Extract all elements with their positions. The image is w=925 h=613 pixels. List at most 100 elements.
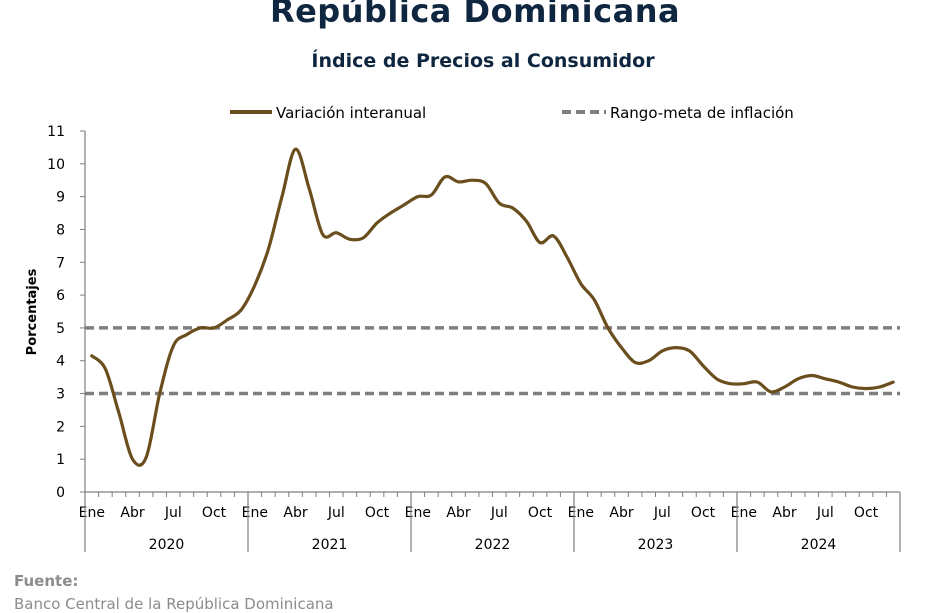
target-range-lines xyxy=(85,326,900,396)
x-tick-label: Abr xyxy=(283,505,307,521)
x-tick-label: Jul xyxy=(816,505,834,521)
data-point xyxy=(634,361,636,363)
data-point xyxy=(199,327,201,329)
data-point xyxy=(512,207,514,209)
data-point xyxy=(362,237,364,239)
data-point xyxy=(389,212,391,214)
y-tick-label: 1 xyxy=(56,452,65,468)
data-point xyxy=(444,176,446,178)
data-point xyxy=(620,346,622,348)
data-point xyxy=(349,238,351,240)
data-point xyxy=(403,204,405,206)
year-label: 2020 xyxy=(149,537,185,553)
data-point xyxy=(91,355,93,357)
y-axis-label: Porcentajes xyxy=(25,268,40,355)
y-tick-label: 2 xyxy=(56,419,65,435)
data-point xyxy=(661,350,663,352)
x-tick-label: Jul xyxy=(653,505,671,521)
data-point xyxy=(322,233,324,235)
data-point xyxy=(430,194,432,196)
x-tick-label: Jul xyxy=(490,505,508,521)
legend-label-rango: Rango-meta de inflación xyxy=(610,104,794,122)
data-point xyxy=(226,319,228,321)
data-point xyxy=(498,202,500,204)
footer-source-label: Fuente: xyxy=(14,572,79,590)
x-tick-label: Oct xyxy=(691,505,716,521)
data-point xyxy=(756,381,758,383)
y-tick-label: 9 xyxy=(56,190,65,206)
x-tick-label: Abr xyxy=(772,505,796,521)
data-point xyxy=(240,309,242,311)
x-tick-label: Oct xyxy=(528,505,553,521)
data-point xyxy=(417,195,419,197)
data-point xyxy=(281,195,283,197)
x-tick-label: Jul xyxy=(164,505,182,521)
x-tick-label: Abr xyxy=(609,505,633,521)
y-tick-label: 3 xyxy=(56,387,65,403)
chart-subtitle: Índice de Precios al Consumidor xyxy=(311,50,655,72)
data-point xyxy=(783,386,785,388)
data-point xyxy=(471,179,473,181)
y-tick-label: 0 xyxy=(56,485,65,501)
data-point xyxy=(824,378,826,380)
data-point xyxy=(892,381,894,383)
x-tick-label: Abr xyxy=(120,505,144,521)
data-point xyxy=(865,387,867,389)
data-point xyxy=(186,333,188,335)
data-point xyxy=(294,148,296,150)
data-point xyxy=(172,345,174,347)
data-point xyxy=(797,378,799,380)
data-point xyxy=(525,220,527,222)
data-point xyxy=(580,282,582,284)
data-point xyxy=(118,412,120,414)
y-tick-label: 4 xyxy=(56,354,65,370)
data-point xyxy=(593,299,595,301)
series-line-variacion-interanual xyxy=(90,147,895,467)
data-point xyxy=(552,235,554,237)
data-point xyxy=(838,381,840,383)
data-point xyxy=(811,374,813,376)
x-tick-label: Ene xyxy=(242,505,268,521)
data-point xyxy=(770,391,772,393)
data-point xyxy=(145,456,147,458)
y-tick-label: 5 xyxy=(56,321,65,337)
series-layer xyxy=(90,147,895,467)
x-tick-label: Ene xyxy=(79,505,105,521)
data-point xyxy=(729,383,731,385)
data-point xyxy=(648,360,650,362)
year-label: 2024 xyxy=(801,537,837,553)
data-point xyxy=(254,284,256,286)
data-point xyxy=(267,248,269,250)
data-point xyxy=(688,350,690,352)
line-chart: Variación interanual Rango-meta de infla… xyxy=(25,104,901,553)
data-point xyxy=(607,327,609,329)
x-tick-label: Ene xyxy=(568,505,594,521)
data-point xyxy=(851,386,853,388)
data-point xyxy=(485,182,487,184)
data-point xyxy=(702,364,704,366)
data-point xyxy=(675,346,677,348)
x-tick-label: Oct xyxy=(202,505,227,521)
data-point xyxy=(131,458,133,460)
x-tick-label: Abr xyxy=(446,505,470,521)
data-point xyxy=(213,327,215,329)
y-tick-label: 7 xyxy=(56,255,65,271)
data-point xyxy=(308,187,310,189)
data-point xyxy=(457,181,459,183)
data-point xyxy=(878,386,880,388)
data-point xyxy=(715,378,717,380)
x-tick-label: Jul xyxy=(327,505,345,521)
legend: Variación interanual Rango-meta de infla… xyxy=(230,104,794,122)
year-label: 2023 xyxy=(638,537,674,553)
y-tick-label: 8 xyxy=(56,222,65,238)
year-label: 2021 xyxy=(312,537,348,553)
data-point xyxy=(743,383,745,385)
x-tick-label: Oct xyxy=(854,505,879,521)
x-tick-label: Ene xyxy=(731,505,757,521)
year-label: 2022 xyxy=(475,537,511,553)
y-tick-label: 6 xyxy=(56,288,65,304)
x-tick-label: Ene xyxy=(405,505,431,521)
data-point xyxy=(566,256,568,258)
y-tick-label: 10 xyxy=(47,157,65,173)
axes: 0 1 2 3 4 5 6 7 8 9 10 11 Ene Abr Jul Oct Ene Abr Jul Oct En… xyxy=(47,124,901,553)
